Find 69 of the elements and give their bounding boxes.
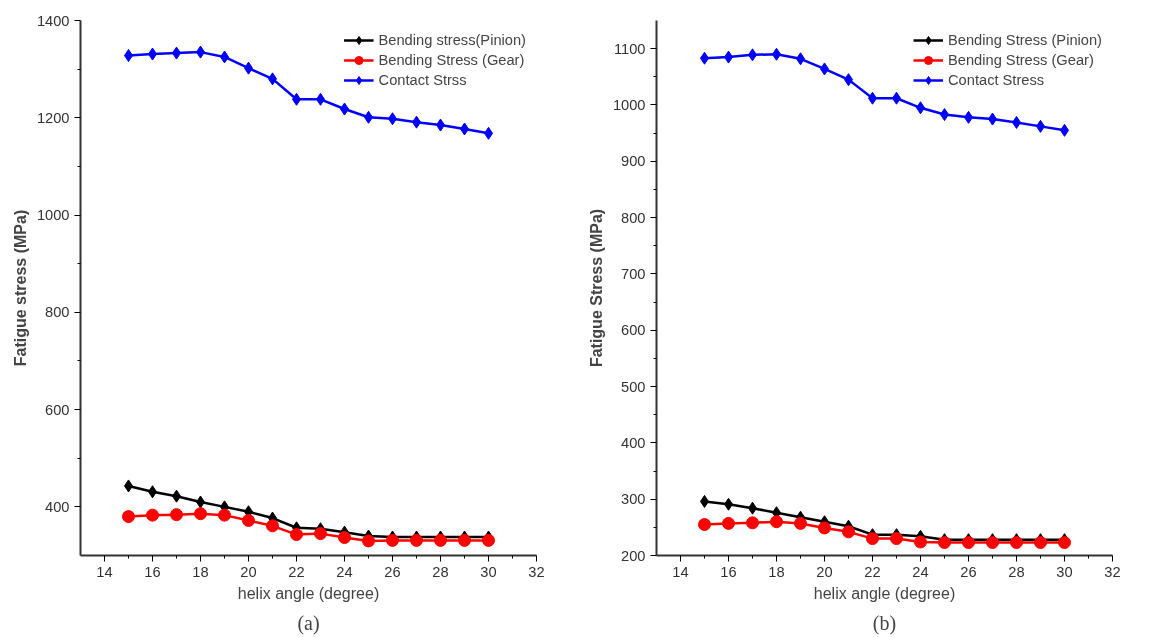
y-tick-label: 1000 — [612, 96, 646, 113]
y-tick-label: 600 — [621, 322, 646, 339]
x-tick-label: 16 — [144, 563, 161, 580]
point — [914, 535, 927, 549]
point — [170, 508, 183, 522]
x-tick-label: 30 — [480, 563, 497, 580]
point — [122, 510, 135, 524]
text: (a) — [297, 611, 320, 635]
point — [290, 528, 303, 542]
legend-label: Bending stress(Pinion) — [378, 31, 526, 49]
x-tick-label: 26 — [384, 563, 401, 580]
point — [746, 516, 759, 530]
point — [146, 508, 159, 522]
y-tick-label: 400 — [621, 434, 646, 451]
y-tick-label: 800 — [45, 304, 70, 321]
x-tick-label: 18 — [768, 563, 785, 580]
legend-label: Bending Stress (Gear) — [378, 51, 525, 69]
point — [218, 508, 231, 522]
x-tick-label: 28 — [432, 563, 449, 580]
point — [338, 531, 351, 544]
x-tick-label: 22 — [288, 563, 305, 580]
point — [242, 513, 255, 527]
point — [314, 527, 327, 541]
x-tick-label: 16 — [720, 563, 737, 580]
y-tick-label: 400 — [45, 498, 70, 515]
y-axis-title: Fatigue Stress (MPa) — [587, 208, 605, 368]
point — [722, 516, 735, 530]
y-tick-label: 1400 — [36, 12, 70, 29]
y-tick-label: 1200 — [36, 109, 70, 126]
point — [890, 532, 903, 546]
y-tick-label: 700 — [621, 265, 646, 282]
legend-label: Bending Stress (Gear) — [948, 51, 1094, 69]
x-tick-label: 18 — [192, 563, 209, 580]
x-tick-label: 30 — [1056, 563, 1073, 580]
x-tick-label: 14 — [96, 563, 113, 580]
x-tick-label: 24 — [912, 563, 929, 580]
x-tick-label: 26 — [960, 563, 977, 580]
y-tick-label: 900 — [621, 153, 646, 170]
legend-label: Contact Strss — [378, 71, 467, 89]
x-tick-label: 32 — [528, 563, 545, 580]
x-tick-label: 14 — [672, 563, 689, 580]
x-tick-label: 20 — [816, 563, 833, 580]
legend-label: Contact Stress — [948, 71, 1045, 89]
point — [818, 521, 831, 535]
y-tick-label: 300 — [621, 491, 646, 508]
y-tick-label: 500 — [621, 378, 646, 395]
y-axis-title: Fatigue stress (MPa) — [11, 209, 29, 367]
point — [866, 532, 879, 546]
legend-label: Bending Stress (Pinion) — [948, 31, 1102, 49]
text: (b) — [872, 611, 897, 635]
y-tick-label: 1100 — [613, 40, 646, 57]
point — [770, 515, 783, 529]
x-axis-title: helix angle (degree) — [237, 584, 380, 602]
x-axis-title: helix angle (degree) — [813, 584, 956, 602]
x-tick-label: 24 — [336, 563, 353, 580]
point — [194, 507, 207, 521]
x-tick-label: 22 — [864, 563, 881, 580]
point — [266, 519, 279, 533]
x-tick-label: 32 — [1104, 563, 1121, 580]
y-tick-label: 800 — [621, 209, 646, 226]
y-tick-label: 200 — [621, 547, 646, 564]
y-tick-label: 600 — [45, 401, 70, 418]
x-tick-label: 28 — [1008, 563, 1025, 580]
point — [362, 534, 375, 548]
x-tick-label: 20 — [240, 563, 257, 580]
point — [698, 518, 711, 532]
y-tick-label: 1000 — [36, 207, 70, 224]
point — [794, 516, 807, 530]
point — [842, 525, 855, 539]
